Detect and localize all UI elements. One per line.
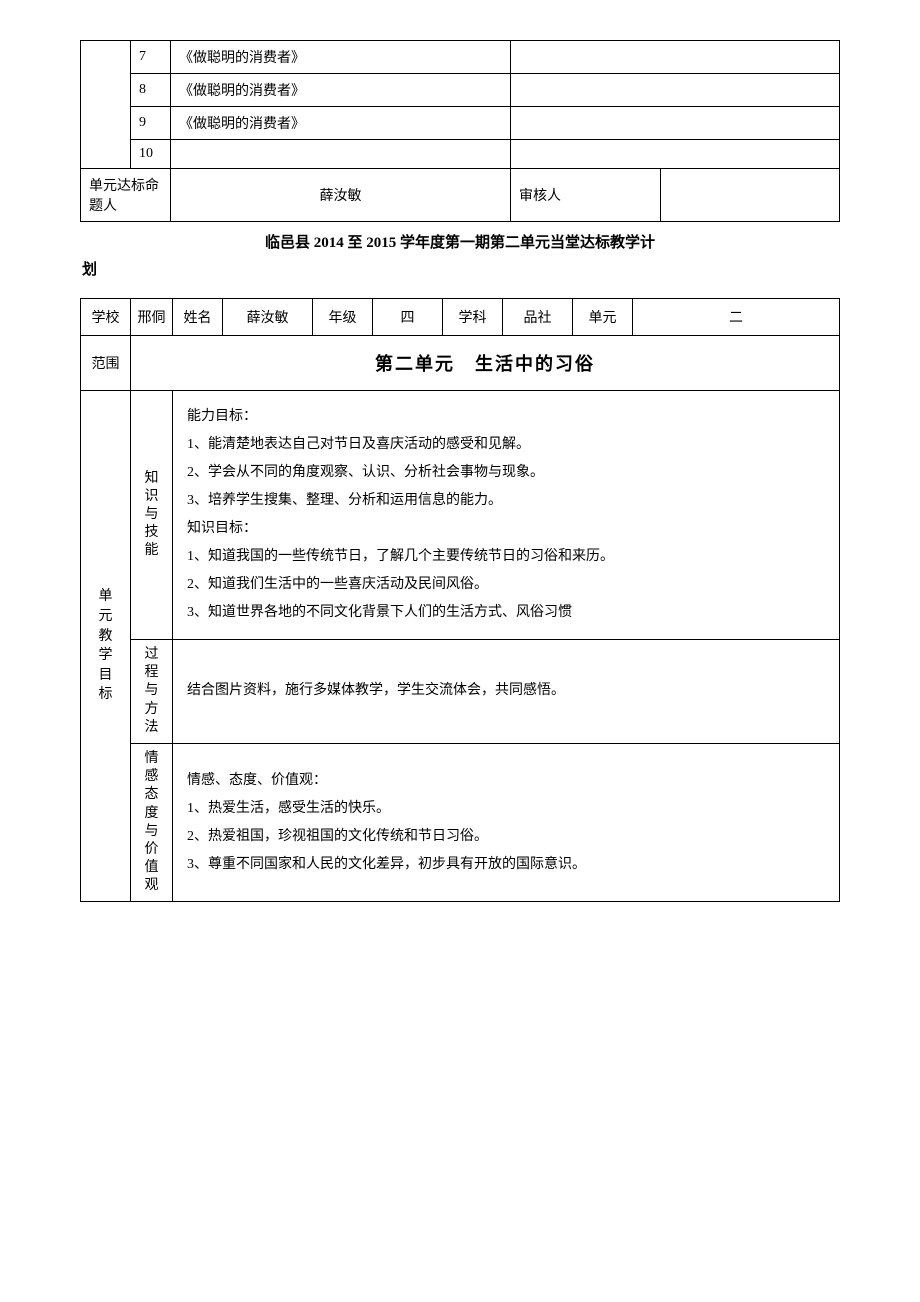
- content-line: 3、尊重不同国家和人民的文化差异，初步具有开放的国际意识。: [187, 851, 825, 879]
- blank-cell: [661, 169, 840, 222]
- scope-label: 范围: [81, 336, 131, 391]
- name-label: 姓名: [173, 299, 223, 336]
- name-value: 薛汝敏: [223, 299, 313, 336]
- school-label: 学校: [81, 299, 131, 336]
- table-row: 9 《做聪明的消费者》: [81, 107, 840, 140]
- content-line: 1、热爱生活，感受生活的快乐。: [187, 795, 825, 823]
- content-line: 知识目标：: [187, 515, 825, 543]
- lower-table: 学校 邢侗 姓名 薛汝敏 年级 四 学科 品社 单元 二 范围 第二单元 生活中…: [80, 298, 840, 902]
- process-label: 过程与方法: [131, 640, 173, 744]
- header-row: 学校 邢侗 姓名 薛汝敏 年级 四 学科 品社 单元 二: [81, 299, 840, 336]
- footer-row: 单元达标命题人 薛汝敏 审核人: [81, 169, 840, 222]
- upper-table: 7 《做聪明的消费者》 8 《做聪明的消费者》 9 《做聪明的消费者》 10 单…: [80, 40, 840, 222]
- table-row: 7 《做聪明的消费者》: [81, 41, 840, 74]
- mid-title-trail: 划: [80, 257, 840, 284]
- content-line: 2、学会从不同的角度观察、认识、分析社会事物与现象。: [187, 459, 825, 487]
- content-line: 3、培养学生搜集、整理、分析和运用信息的能力。: [187, 487, 825, 515]
- knowledge-content: 能力目标： 1、能清楚地表达自己对节日及喜庆活动的感受和见解。 2、学会从不同的…: [173, 391, 840, 640]
- row-content: 《做聪明的消费者》: [171, 74, 511, 107]
- unit-value: 二: [633, 299, 840, 336]
- content-line: 2、热爱祖国，珍视祖国的文化传统和节日习俗。: [187, 823, 825, 851]
- content-line: 2、知道我们生活中的一些喜庆活动及民间风俗。: [187, 571, 825, 599]
- unit-label: 单元: [573, 299, 633, 336]
- content-line: 1、能清楚地表达自己对节日及喜庆活动的感受和见解。: [187, 431, 825, 459]
- process-row: 过程与方法 结合图片资料，施行多媒体教学，学生交流体会，共同感悟。: [81, 640, 840, 744]
- footer-left-label: 单元达标命题人: [81, 169, 171, 222]
- values-content: 情感、态度、价值观： 1、热爱生活，感受生活的快乐。 2、热爱祖国，珍视祖国的文…: [173, 743, 840, 902]
- scope-row: 范围 第二单元 生活中的习俗: [81, 336, 840, 391]
- row-num: 7: [131, 41, 171, 74]
- values-label: 情感态度与价值观: [131, 743, 173, 902]
- mid-title-main: 临邑县 2014 至 2015 学年度第一期第二单元当堂达标教学计: [80, 230, 840, 257]
- grade-value: 四: [373, 299, 443, 336]
- blank-cell: [511, 41, 840, 74]
- blank-cell: [81, 41, 131, 169]
- footer-reviewer-label: 审核人: [511, 169, 661, 222]
- school-value: 邢侗: [131, 299, 173, 336]
- footer-name: 薛汝敏: [171, 169, 511, 222]
- process-content: 结合图片资料，施行多媒体教学，学生交流体会，共同感悟。: [173, 640, 840, 744]
- content-line: 结合图片资料，施行多媒体教学，学生交流体会，共同感悟。: [187, 677, 825, 705]
- row-num: 8: [131, 74, 171, 107]
- content-line: 3、知道世界各地的不同文化背景下人们的生活方式、风俗习惯: [187, 599, 825, 627]
- scope-title: 第二单元 生活中的习俗: [131, 336, 840, 391]
- table-row: 10: [81, 140, 840, 169]
- subject-value: 品社: [503, 299, 573, 336]
- knowledge-row: 单元教学目标 知识与技能 能力目标： 1、能清楚地表达自己对节日及喜庆活动的感受…: [81, 391, 840, 640]
- blank-cell: [511, 140, 840, 169]
- content-line: 能力目标：: [187, 403, 825, 431]
- mid-title: 临邑县 2014 至 2015 学年度第一期第二单元当堂达标教学计 划: [80, 230, 840, 284]
- row-content: [171, 140, 511, 169]
- blank-cell: [511, 107, 840, 140]
- row-num: 10: [131, 140, 171, 169]
- content-line: 1、知道我国的一些传统节日，了解几个主要传统节日的习俗和来历。: [187, 543, 825, 571]
- content-line: 情感、态度、价值观：: [187, 767, 825, 795]
- row-content: 《做聪明的消费者》: [171, 41, 511, 74]
- row-num: 9: [131, 107, 171, 140]
- subject-label: 学科: [443, 299, 503, 336]
- grade-label: 年级: [313, 299, 373, 336]
- knowledge-label: 知识与技能: [131, 391, 173, 640]
- blank-cell: [511, 74, 840, 107]
- goal-section-label: 单元教学目标: [81, 391, 131, 902]
- table-row: 8 《做聪明的消费者》: [81, 74, 840, 107]
- row-content: 《做聪明的消费者》: [171, 107, 511, 140]
- upper-table-body: 7 《做聪明的消费者》 8 《做聪明的消费者》 9 《做聪明的消费者》 10 单…: [81, 41, 840, 222]
- values-row: 情感态度与价值观 情感、态度、价值观： 1、热爱生活，感受生活的快乐。 2、热爱…: [81, 743, 840, 902]
